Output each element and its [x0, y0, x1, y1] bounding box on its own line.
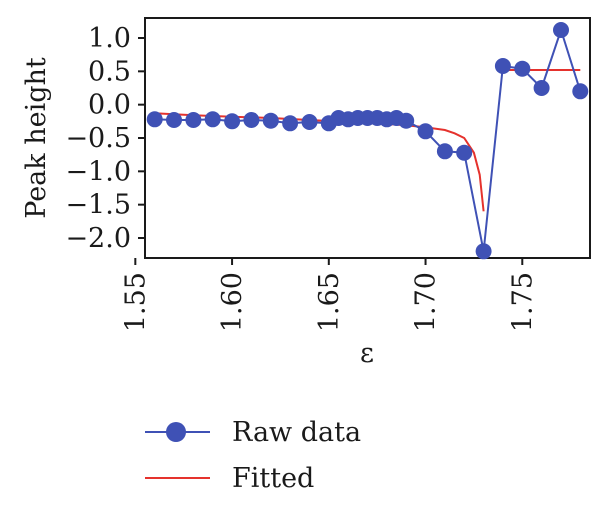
raw-data-point: [224, 113, 241, 130]
raw-data-point: [282, 115, 299, 132]
x-tick-label: 1.75: [507, 272, 538, 332]
y-tick-label: −2.0: [65, 223, 131, 254]
x-tick-label: 1.65: [314, 272, 345, 332]
y-tick-label: 0.5: [88, 56, 131, 87]
raw-data-point: [301, 114, 318, 130]
raw-data-point: [166, 112, 182, 128]
raw-data-point: [436, 143, 453, 160]
raw-data-point: [185, 112, 202, 128]
raw-data-point: [553, 22, 569, 38]
raw-data-point: [494, 58, 511, 74]
x-axis-title: ε: [360, 338, 374, 369]
raw-data-point: [417, 123, 434, 140]
raw-data-point: [475, 243, 492, 260]
legend-fitted-label: Fitted: [232, 463, 314, 494]
x-tick-label: 1.70: [411, 272, 442, 332]
y-tick-label: 1.0: [88, 23, 131, 54]
y-tick-label: −0.5: [65, 123, 131, 154]
y-tick-label: −1.0: [65, 156, 131, 187]
series-layer: [146, 22, 589, 260]
raw-data-point: [262, 112, 279, 129]
legend-raw-data-label: Raw data: [232, 417, 361, 448]
y-axis-title: Peak height: [21, 57, 52, 219]
x-tick-label: 1.55: [120, 272, 151, 332]
raw-data-point: [456, 144, 473, 161]
raw-data-point: [514, 60, 531, 77]
axes-layer: [144, 17, 591, 259]
raw-data-series-line: [154, 26, 582, 252]
legend: Raw data Fitted: [145, 417, 361, 494]
ticks-layer: 1.00.50.0−0.5−1.0−1.5−2.0 1.55 1.60 1.65 1.7…: [65, 23, 538, 332]
raw-data-point: [146, 111, 163, 128]
raw-data-point: [398, 112, 415, 129]
y-tick-label: 0.0: [88, 90, 131, 121]
raw-data-point: [204, 111, 221, 128]
raw-data-point: [533, 80, 550, 96]
fitted-series-line: [154, 112, 485, 212]
raw-data-point: [572, 83, 589, 100]
y-tick-label: −1.5: [65, 190, 131, 221]
x-tick-label: 1.60: [217, 272, 248, 332]
plot-frame: [144, 17, 591, 259]
raw-data-point: [243, 112, 260, 128]
legend-raw-data-marker: [166, 422, 186, 442]
